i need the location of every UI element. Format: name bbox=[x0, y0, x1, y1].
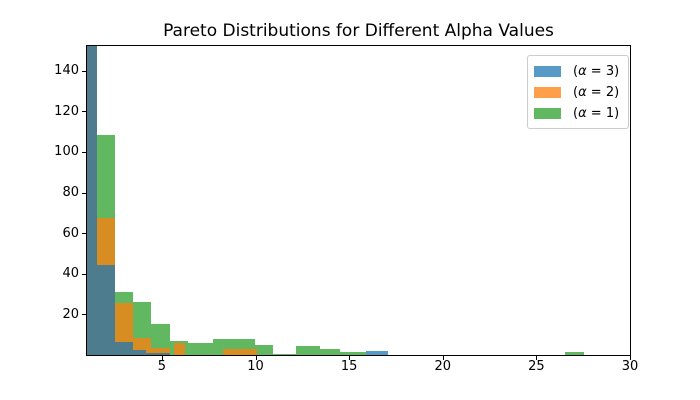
legend-label: (α = 2) bbox=[573, 85, 620, 100]
x-tick-mark bbox=[630, 356, 631, 360]
histogram-bar bbox=[151, 348, 170, 355]
x-tick-mark bbox=[349, 356, 351, 360]
x-tick-mark bbox=[255, 356, 257, 360]
legend-swatch bbox=[534, 66, 561, 77]
x-tick-mark bbox=[442, 356, 444, 360]
histogram-bar bbox=[366, 351, 389, 355]
y-tick-mark bbox=[82, 192, 86, 194]
y-tick-label: 20 bbox=[62, 306, 79, 322]
histogram-bar bbox=[115, 303, 134, 355]
histogram-bar bbox=[87, 46, 97, 355]
histogram-bar bbox=[187, 343, 213, 355]
legend-label: (α = 3) bbox=[573, 64, 620, 79]
legend-item: (α = 2) bbox=[528, 82, 628, 103]
histogram-bar bbox=[174, 343, 185, 355]
y-tick-label: 80 bbox=[62, 185, 79, 201]
histogram-bar bbox=[115, 342, 134, 355]
y-tick-label: 60 bbox=[62, 225, 79, 241]
y-tick-label: 100 bbox=[54, 144, 79, 160]
y-tick-mark bbox=[82, 273, 86, 275]
histogram-bar bbox=[565, 351, 584, 355]
x-tick-label: 25 bbox=[528, 359, 545, 374]
x-tick-mark bbox=[536, 356, 538, 360]
y-tick-mark bbox=[82, 151, 86, 153]
histogram-bar bbox=[151, 323, 170, 355]
legend-swatch bbox=[534, 108, 561, 119]
y-tick-mark bbox=[82, 111, 86, 113]
y-tick-label: 140 bbox=[54, 63, 79, 79]
histogram-bar bbox=[145, 352, 170, 355]
y-tick-label: 120 bbox=[54, 103, 79, 119]
y-tick-mark bbox=[82, 233, 86, 235]
histogram-bar bbox=[255, 345, 274, 355]
legend-swatch bbox=[534, 87, 561, 98]
legend: (α = 3) (α = 2) (α = 1) bbox=[527, 55, 629, 129]
legend-label: (α = 1) bbox=[573, 106, 620, 121]
y-tick-mark bbox=[82, 70, 86, 72]
histogram-bar bbox=[133, 349, 146, 355]
x-tick-label: 20 bbox=[434, 359, 452, 374]
x-tick-label: 30 bbox=[621, 359, 639, 374]
legend-item: (α = 3) bbox=[528, 61, 628, 82]
x-tick-mark bbox=[161, 356, 163, 360]
chart-title: Pareto Distributions for Different Alpha… bbox=[163, 21, 554, 41]
x-tick-label: 10 bbox=[247, 359, 264, 374]
y-tick-mark bbox=[82, 314, 86, 316]
y-tick-label: 40 bbox=[62, 266, 79, 282]
histogram-bar bbox=[96, 265, 116, 355]
histogram-bar bbox=[296, 345, 320, 355]
legend-item: (α = 1) bbox=[528, 103, 628, 124]
histogram-bar bbox=[319, 348, 340, 355]
histogram-bar bbox=[273, 353, 297, 355]
histogram-bar bbox=[223, 348, 257, 355]
histogram-bar bbox=[339, 352, 367, 355]
x-tick-label: 15 bbox=[340, 359, 358, 374]
x-tick-label: 5 bbox=[157, 359, 167, 374]
